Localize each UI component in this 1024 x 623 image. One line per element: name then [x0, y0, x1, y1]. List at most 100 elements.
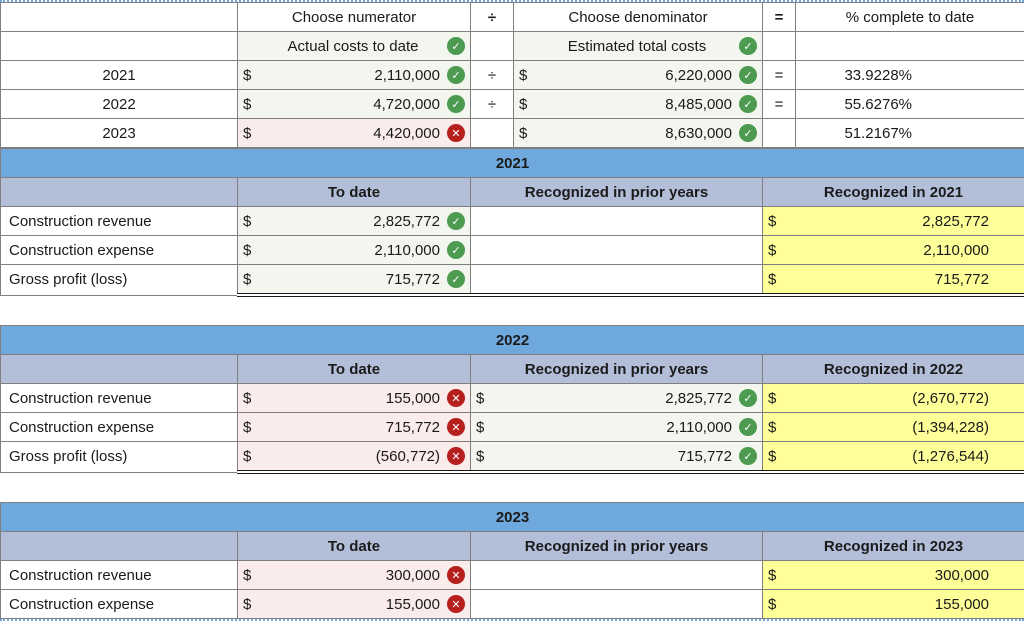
to-date-cell[interactable]: $155,000✕	[238, 590, 471, 619]
prior-years-cell[interactable]: $715,772✓	[471, 442, 763, 473]
table-row: Construction expense $155,000✕ $155,000	[1, 590, 1024, 619]
recognized-header: Recognized in 2023	[763, 532, 1024, 561]
currency-symbol: $	[243, 596, 251, 613]
divide-sign: ÷	[471, 90, 514, 119]
to-date-header: To date	[238, 178, 471, 207]
denominator-value-cell[interactable]: $6,220,000✓	[514, 61, 763, 90]
to-date-cell[interactable]: $(560,772)✕	[238, 442, 471, 473]
denominator-chooser-label: Estimated total costs	[519, 38, 737, 55]
currency-symbol: $	[768, 567, 776, 584]
numerator-chooser[interactable]: Actual costs to date ✓	[238, 32, 471, 61]
page-boundary	[0, 619, 1024, 623]
empty-header-cell	[1, 178, 238, 207]
table-row: Gross profit (loss) $(560,772)✕ $715,772…	[1, 442, 1024, 473]
currency-symbol: $	[243, 448, 251, 465]
currency-symbol: $	[519, 67, 527, 84]
prior-years-cell	[471, 207, 763, 236]
section-spacer	[0, 297, 1024, 325]
to-date-value: 300,000	[251, 567, 445, 584]
section-column-header-row: To date Recognized in prior years Recogn…	[1, 532, 1024, 561]
year-label: 2021	[1, 61, 238, 90]
to-date-cell[interactable]: $300,000✕	[238, 561, 471, 590]
denominator-value-cell[interactable]: $8,485,000✓	[514, 90, 763, 119]
section-year-banner: 2021	[1, 149, 1024, 178]
empty-cell	[471, 32, 514, 61]
to-date-value: 155,000	[251, 596, 445, 613]
row-label: Construction expense	[1, 236, 238, 265]
year-label: 2023	[1, 119, 238, 148]
table-row-2022: 2022 $4,720,000✓ ÷ $8,485,000✓ = 55.6276…	[1, 90, 1024, 119]
row-label: Gross profit (loss)	[1, 442, 238, 473]
equals-sign: =	[763, 61, 796, 90]
to-date-cell[interactable]: $2,825,772✓	[238, 207, 471, 236]
numerator-value: 4,720,000	[251, 96, 445, 113]
to-date-cell[interactable]: $715,772✕	[238, 413, 471, 442]
table-row: Gross profit (loss) $715,772✓ $715,772	[1, 265, 1024, 296]
table-row: Construction revenue $300,000✕ $300,000	[1, 561, 1024, 590]
numerator-value-cell[interactable]: $2,110,000✓	[238, 61, 471, 90]
row-label: Construction revenue	[1, 384, 238, 413]
recognized-value: (1,394,228)	[776, 419, 1019, 436]
percent-header: % complete to date	[796, 3, 1024, 32]
currency-symbol: $	[243, 567, 251, 584]
recognized-cell: $300,000	[763, 561, 1024, 590]
recognized-value: 2,110,000	[776, 242, 1019, 259]
x-icon: ✕	[447, 447, 465, 465]
empty-header-cell	[1, 532, 238, 561]
prior-years-header: Recognized in prior years	[471, 178, 763, 207]
percent-complete-value: 55.6276%	[796, 90, 1024, 119]
currency-symbol: $	[243, 271, 251, 288]
row-label: Construction revenue	[1, 561, 238, 590]
divide-sign	[471, 119, 514, 148]
check-icon: ✓	[739, 418, 757, 436]
year-label: 2022	[1, 90, 238, 119]
prior-years-value: 715,772	[484, 448, 737, 465]
row-label: Construction revenue	[1, 207, 238, 236]
prior-years-cell[interactable]: $2,110,000✓	[471, 413, 763, 442]
currency-symbol: $	[768, 419, 776, 436]
check-icon: ✓	[447, 95, 465, 113]
table-row-2023: 2023 $4,420,000✕ $8,630,000✓ 51.2167%	[1, 119, 1024, 148]
recognized-cell: $(2,670,772)	[763, 384, 1024, 413]
to-date-header: To date	[238, 355, 471, 384]
numerator-value-cell[interactable]: $4,720,000✓	[238, 90, 471, 119]
table-row: Construction revenue $155,000✕ $2,825,77…	[1, 384, 1024, 413]
currency-symbol: $	[243, 67, 251, 84]
recognized-cell: $(1,394,228)	[763, 413, 1024, 442]
recognized-value: 300,000	[776, 567, 1019, 584]
percent-complete-value: 51.2167%	[796, 119, 1024, 148]
currency-symbol: $	[243, 213, 251, 230]
prior-years-cell	[471, 265, 763, 296]
check-icon: ✓	[447, 37, 465, 55]
row-label: Construction expense	[1, 590, 238, 619]
currency-symbol: $	[243, 125, 251, 142]
check-icon: ✓	[739, 389, 757, 407]
check-icon: ✓	[739, 124, 757, 142]
prior-years-cell[interactable]: $2,825,772✓	[471, 384, 763, 413]
to-date-value: 2,110,000	[251, 242, 445, 259]
to-date-cell[interactable]: $715,772✓	[238, 265, 471, 296]
numerator-value-cell[interactable]: $4,420,000✕	[238, 119, 471, 148]
to-date-cell[interactable]: $2,110,000✓	[238, 236, 471, 265]
denominator-value-cell[interactable]: $8,630,000✓	[514, 119, 763, 148]
percent-complete-value: 33.9228%	[796, 61, 1024, 90]
recognized-value: 2,825,772	[776, 213, 1019, 230]
check-icon: ✓	[447, 66, 465, 84]
prior-years-cell	[471, 590, 763, 619]
section-year-banner: 2023	[1, 503, 1024, 532]
currency-symbol: $	[768, 213, 776, 230]
check-icon: ✓	[447, 212, 465, 230]
denominator-chooser[interactable]: Estimated total costs ✓	[514, 32, 763, 61]
equals-sign: =	[763, 90, 796, 119]
to-date-cell[interactable]: $155,000✕	[238, 384, 471, 413]
recognized-value: (1,276,544)	[776, 448, 1019, 465]
row-label: Gross profit (loss)	[1, 265, 238, 296]
empty-cell	[796, 32, 1024, 61]
prior-years-header: Recognized in prior years	[471, 532, 763, 561]
recognized-cell: $155,000	[763, 590, 1024, 619]
check-icon: ✓	[447, 241, 465, 259]
recognized-value: 715,772	[776, 271, 1019, 288]
section-year-banner: 2022	[1, 326, 1024, 355]
x-icon: ✕	[447, 389, 465, 407]
